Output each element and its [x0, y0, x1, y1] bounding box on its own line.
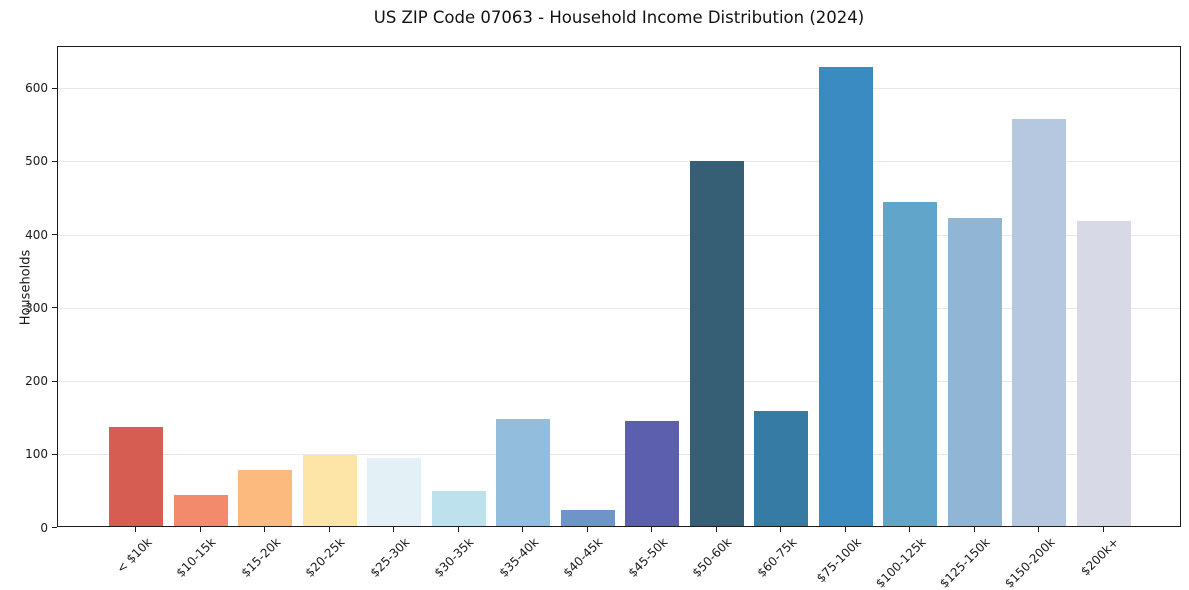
gridline — [58, 381, 1180, 383]
chart-title: US ZIP Code 07063 - Household Income Dis… — [373, 8, 865, 27]
gridline — [58, 234, 1180, 236]
x-tick-label: $150-200k — [1001, 535, 1058, 590]
x-tick-mark — [1038, 527, 1040, 532]
bar — [302, 455, 357, 526]
x-tick-mark — [715, 527, 717, 532]
x-tick-label: $50-60k — [689, 535, 735, 580]
gridline — [58, 307, 1180, 309]
bar — [625, 421, 680, 526]
x-tick-label: $35-40k — [496, 535, 542, 580]
plot-area — [57, 46, 1181, 527]
bar — [431, 490, 486, 526]
y-tick-label: 100 — [25, 447, 48, 462]
x-tick-label: $10-15k — [173, 535, 219, 580]
bar — [689, 161, 744, 526]
x-tick-mark — [393, 527, 395, 532]
x-tick-mark — [780, 527, 782, 532]
bar — [883, 201, 938, 526]
x-tick-label: $40-45k — [560, 535, 606, 580]
x-tick-label: $60-75k — [754, 535, 800, 580]
x-tick-mark — [909, 527, 911, 532]
x-tick-mark — [328, 527, 330, 532]
x-tick-label: $25-30k — [367, 535, 413, 580]
x-tick-mark — [135, 527, 137, 532]
gridline — [58, 161, 1180, 163]
y-tick-mark — [52, 160, 57, 162]
bar — [173, 494, 228, 526]
x-tick-mark — [457, 527, 459, 532]
y-tick-label: 200 — [25, 374, 48, 389]
y-tick-label: 300 — [25, 300, 48, 315]
bar — [818, 66, 873, 526]
y-tick-label: 500 — [25, 154, 48, 169]
y-tick-mark — [52, 87, 57, 89]
x-tick-label: $75-100k — [813, 535, 864, 586]
x-tick-label: $125-150k — [936, 535, 993, 590]
y-tick-mark — [52, 307, 57, 309]
x-tick-label: $15-20k — [238, 535, 284, 580]
y-axis-label: Households — [18, 249, 34, 326]
gridline — [58, 454, 1180, 456]
x-tick-mark — [973, 527, 975, 532]
gridline — [58, 88, 1180, 90]
x-tick-label: $200k+ — [1078, 535, 1122, 579]
bar — [367, 457, 422, 526]
x-tick-mark — [651, 527, 653, 532]
x-tick-label: < $10k — [113, 535, 155, 576]
x-tick-mark — [264, 527, 266, 532]
x-tick-label: $100-125k — [872, 535, 929, 590]
bar — [496, 419, 551, 526]
bar — [947, 217, 1002, 526]
y-tick-mark — [52, 234, 57, 236]
bar — [560, 509, 615, 526]
x-tick-label: $20-25k — [302, 535, 348, 580]
x-tick-label: $30-35k — [431, 535, 477, 580]
x-tick-mark — [844, 527, 846, 532]
bar — [1012, 118, 1067, 526]
x-tick-label: $45-50k — [625, 535, 671, 580]
x-tick-mark — [1102, 527, 1104, 532]
bar — [109, 427, 164, 526]
y-tick-label: 400 — [25, 227, 48, 242]
x-tick-mark — [522, 527, 524, 532]
y-tick-mark — [52, 527, 57, 528]
bar — [238, 469, 293, 526]
bar — [1076, 220, 1131, 526]
x-tick-mark — [586, 527, 588, 532]
bar — [754, 411, 809, 526]
y-tick-label: 600 — [25, 81, 48, 96]
x-tick-mark — [199, 527, 201, 532]
y-tick-mark — [52, 380, 57, 382]
y-tick-mark — [52, 453, 57, 455]
y-tick-label: 0 — [40, 520, 48, 535]
